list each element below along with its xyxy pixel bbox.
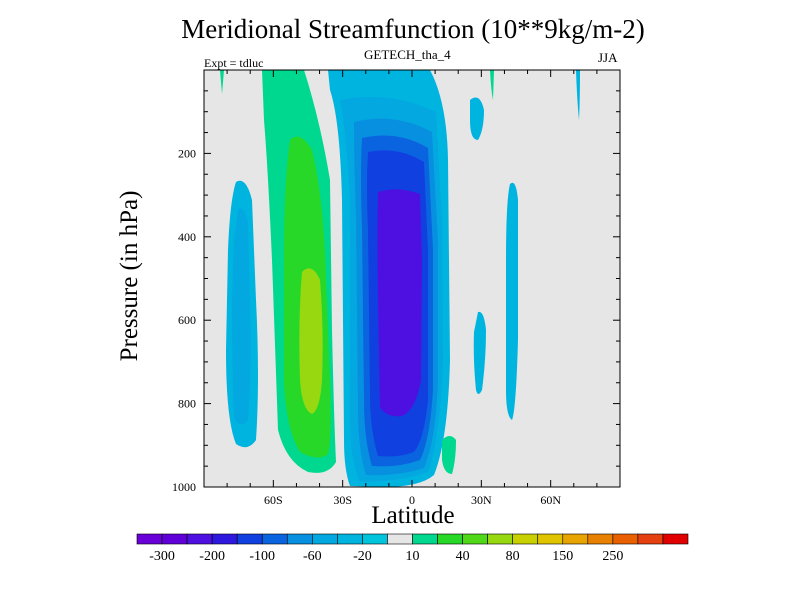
colorbar-swatch xyxy=(312,533,338,545)
contour-neg-40-polar-cell xyxy=(232,208,251,425)
x-tick-label: 60N xyxy=(540,493,561,507)
colorbar-swatch xyxy=(412,533,438,545)
colorbar-label: 10 xyxy=(406,549,420,564)
colorbar-swatch xyxy=(562,533,589,545)
colorbar-label: 250 xyxy=(602,549,623,564)
contour-neg-20-polar-sliver-north xyxy=(576,70,580,120)
colorbar-swatch xyxy=(161,533,188,545)
colorbar-swatch xyxy=(637,533,664,545)
contour-neg-20-upper-north-cell xyxy=(470,97,484,140)
y-axis: 200 400 600 800 1000 xyxy=(172,90,620,494)
colorbar-swatch xyxy=(462,533,488,545)
contour-neg-20-midlat-north-cell xyxy=(506,182,518,420)
colorbar-swatch xyxy=(136,533,163,545)
x-axis-label: Latitude xyxy=(371,502,455,529)
chart-title: Meridional Streamfunction (10**9kg/m-2) xyxy=(181,14,645,44)
colorbar-label: 40 xyxy=(456,549,470,564)
colorbar-swatch xyxy=(236,533,263,545)
colorbar-swatch xyxy=(362,533,388,545)
x-tick-label: 30N xyxy=(471,493,492,507)
contour-pos-10-nh-surface-cell xyxy=(442,436,456,474)
colorbar-swatch xyxy=(186,533,213,545)
colorbar-label: 150 xyxy=(552,549,573,564)
contour-neg-20-subtropical-cell xyxy=(473,311,486,394)
chart-subtitle: GETECH_tha_4 xyxy=(364,47,451,62)
x-tick-label: 30S xyxy=(333,493,352,507)
x-tick-label: 0 xyxy=(409,493,415,507)
colorbar-swatch xyxy=(512,533,539,545)
colorbar-label: -300 xyxy=(149,549,175,564)
colorbar-swatch xyxy=(537,533,564,545)
colorbar-label: -200 xyxy=(199,549,225,564)
contour-pos-80-midlat-cell xyxy=(299,268,323,414)
contour-pos-10-sliver-south xyxy=(220,70,224,94)
colorbar-swatch xyxy=(387,533,413,545)
colorbar-swatch xyxy=(286,533,313,545)
colorbar-label: -100 xyxy=(249,549,275,564)
colorbar-swatch xyxy=(662,533,689,545)
colorbar-label: -60 xyxy=(303,549,322,564)
colorbar: -300 -200 -100 -60 -20 10 40 80 150 250 xyxy=(136,533,689,564)
contour-pos-10-sliver-north xyxy=(490,70,494,100)
colorbar-swatch xyxy=(211,533,238,545)
colorbar-swatch xyxy=(261,533,288,545)
y-tick-label: 400 xyxy=(178,230,196,244)
colorbar-swatch xyxy=(612,533,639,545)
y-tick-label: 600 xyxy=(178,313,196,327)
x-axis: 60S 30S 0 30N 60N xyxy=(226,70,598,507)
colorbar-swatch xyxy=(437,533,463,545)
y-tick-label: 1000 xyxy=(172,480,196,494)
experiment-label: Expt = tdluc xyxy=(204,56,264,70)
colorbar-label: 80 xyxy=(506,549,520,564)
contour-neg-200-southern-cell xyxy=(377,189,422,417)
colorbar-label: -20 xyxy=(353,549,372,564)
season-label: JJA xyxy=(598,50,618,65)
y-tick-label: 800 xyxy=(178,397,196,411)
colorbar-swatch xyxy=(587,533,614,545)
x-tick-label: 60S xyxy=(264,493,283,507)
colorbar-swatch xyxy=(337,533,363,545)
y-tick-label: 200 xyxy=(178,146,196,160)
colorbar-swatch xyxy=(487,533,513,545)
